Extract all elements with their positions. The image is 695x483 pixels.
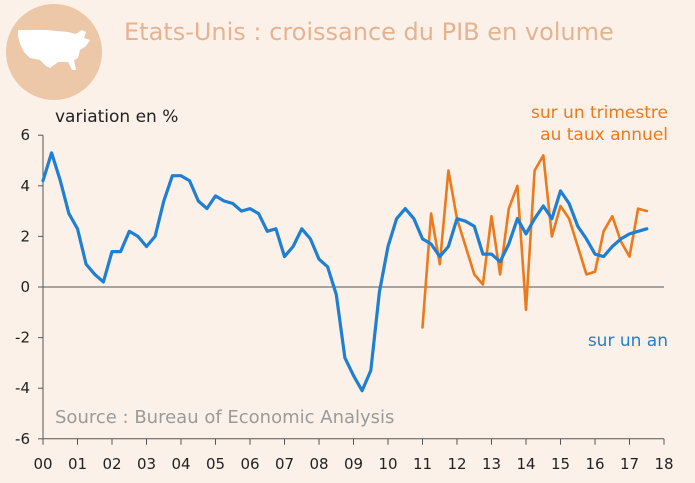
y-tick-label: -6 xyxy=(15,430,30,448)
legend-quarterly-line2: au taux annuel xyxy=(540,125,668,145)
x-tick-label: 08 xyxy=(309,455,328,473)
series-lines xyxy=(41,151,649,393)
x-tick-label: 05 xyxy=(206,455,225,473)
x-tick-label: 01 xyxy=(68,455,87,473)
x-tick-label: 04 xyxy=(171,455,190,473)
legend-annual: sur un an xyxy=(588,331,668,351)
x-tick-label: 16 xyxy=(585,455,604,473)
x-tick-label: 02 xyxy=(102,455,121,473)
series-line-quarterly xyxy=(421,154,649,329)
usa-map-icon xyxy=(18,30,90,70)
x-tick-label: 07 xyxy=(275,455,294,473)
x-tick-label: 12 xyxy=(447,455,466,473)
source-note: Source : Bureau of Economic Analysis xyxy=(55,407,394,428)
title-badge xyxy=(6,4,102,100)
x-tick-label: 10 xyxy=(378,455,397,473)
y-axis-label: variation en % xyxy=(55,107,178,127)
x-tick-label: 13 xyxy=(482,455,501,473)
axes: 6 4 2 0 -2 -4 -600 01 02 03 04 05 06 07 08 09 10 11 12 13 14… xyxy=(15,126,674,473)
x-tick-label: 00 xyxy=(33,455,52,473)
legend-quarterly-line1: sur un trimestre xyxy=(531,103,668,123)
y-tick-label: 6 xyxy=(20,126,30,144)
x-tick-label: 06 xyxy=(240,455,259,473)
y-tick-label: -4 xyxy=(15,379,30,397)
y-tick-label: 2 xyxy=(20,227,30,245)
chart-title: Etats-Unis : croissance du PIB en volume xyxy=(124,18,614,46)
x-tick-label: 11 xyxy=(413,455,432,473)
x-tick-label: 15 xyxy=(551,455,570,473)
series-line-annual xyxy=(41,151,649,393)
x-tick-label: 18 xyxy=(654,455,673,473)
x-tick-label: 03 xyxy=(137,455,156,473)
x-tick-label: 17 xyxy=(620,455,639,473)
x-tick-label: 09 xyxy=(344,455,363,473)
y-tick-label: 0 xyxy=(20,278,30,296)
y-tick-label: 4 xyxy=(20,177,30,195)
y-tick-label: -2 xyxy=(15,329,30,347)
x-tick-label: 14 xyxy=(516,455,535,473)
